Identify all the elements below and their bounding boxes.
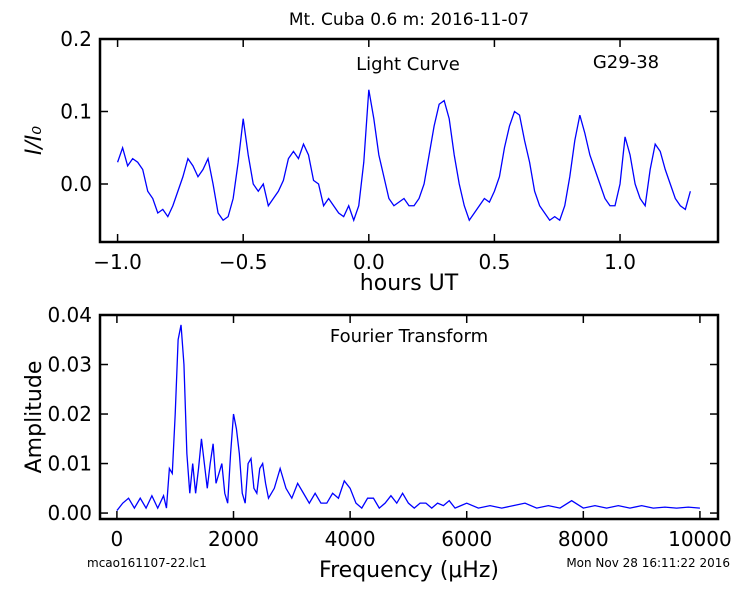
y-axis-label: Amplitude [22, 361, 47, 474]
footer-file: mcao161107-22.lc1 [87, 556, 207, 570]
x-tick-label: 6000 [441, 527, 492, 551]
y-tick-label: 0.1 [60, 100, 92, 124]
x-tick-label: 0.0 [353, 250, 385, 274]
y-tick-label: 0.0 [60, 172, 92, 196]
figure-title: Mt. Cuba 0.6 m: 2016-11-07 [289, 10, 529, 30]
footer-date: Mon Nov 28 16:11:22 2016 [566, 556, 730, 570]
x-axis-label: hours UT [360, 271, 459, 296]
annotation: Light Curve [356, 54, 460, 75]
x-tick-label: −1.0 [93, 250, 142, 274]
annotation: Fourier Transform [330, 326, 488, 347]
y-tick-label: 0.03 [47, 353, 92, 377]
y-tick-label: 0.01 [47, 452, 92, 476]
y-tick-label: 0.02 [47, 402, 92, 426]
x-tick-label: 10000 [668, 527, 732, 551]
x-tick-label: 0.5 [479, 250, 511, 274]
axes-frame [98, 313, 720, 521]
y-tick-label: 0.00 [47, 501, 92, 525]
y-axis-label: I/I₀ [22, 126, 47, 155]
axes-frame [98, 37, 720, 244]
x-tick-label: 0 [111, 527, 124, 551]
x-tick-label: −0.5 [219, 250, 268, 274]
y-tick-label: 0.2 [60, 27, 92, 51]
data-line [116, 89, 691, 223]
x-tick-label: 8000 [558, 527, 609, 551]
x-tick-label: 2000 [208, 527, 259, 551]
x-tick-label: 1.0 [604, 250, 636, 274]
x-axis-label: Frequency (μHz) [319, 558, 499, 583]
annotation: G29-38 [593, 52, 659, 73]
data-line [116, 324, 700, 511]
y-tick-label: 0.04 [47, 303, 92, 327]
x-tick-label: 4000 [325, 527, 376, 551]
